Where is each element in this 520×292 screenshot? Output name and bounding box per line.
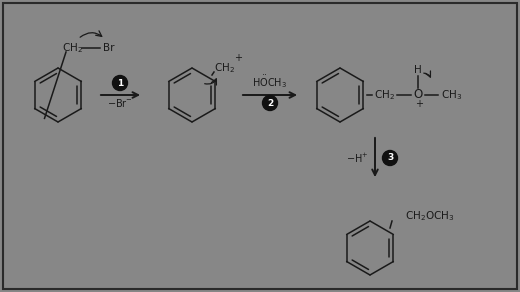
Text: O: O: [413, 88, 423, 102]
Text: H$\ddot{\rm O}$CH$_3$: H$\ddot{\rm O}$CH$_3$: [253, 74, 288, 91]
Circle shape: [263, 95, 278, 110]
Text: CH$_2$OCH$_3$: CH$_2$OCH$_3$: [405, 209, 454, 223]
Text: 3: 3: [387, 154, 393, 163]
Text: CH$_2$: CH$_2$: [61, 41, 83, 55]
Text: +: +: [415, 99, 423, 109]
Text: 1: 1: [117, 79, 123, 88]
Text: H: H: [414, 65, 422, 75]
Text: Br: Br: [103, 43, 115, 53]
Text: $-$H$^{+}$: $-$H$^{+}$: [346, 152, 368, 165]
Circle shape: [112, 76, 127, 91]
Text: CH$_2$: CH$_2$: [214, 61, 235, 75]
Text: +: +: [234, 53, 242, 63]
Text: CH$_3$: CH$_3$: [441, 88, 463, 102]
Circle shape: [383, 150, 397, 166]
Text: CH$_2$: CH$_2$: [373, 88, 395, 102]
Text: $-$Br$^{-}$: $-$Br$^{-}$: [107, 97, 133, 109]
Text: 2: 2: [267, 98, 273, 107]
